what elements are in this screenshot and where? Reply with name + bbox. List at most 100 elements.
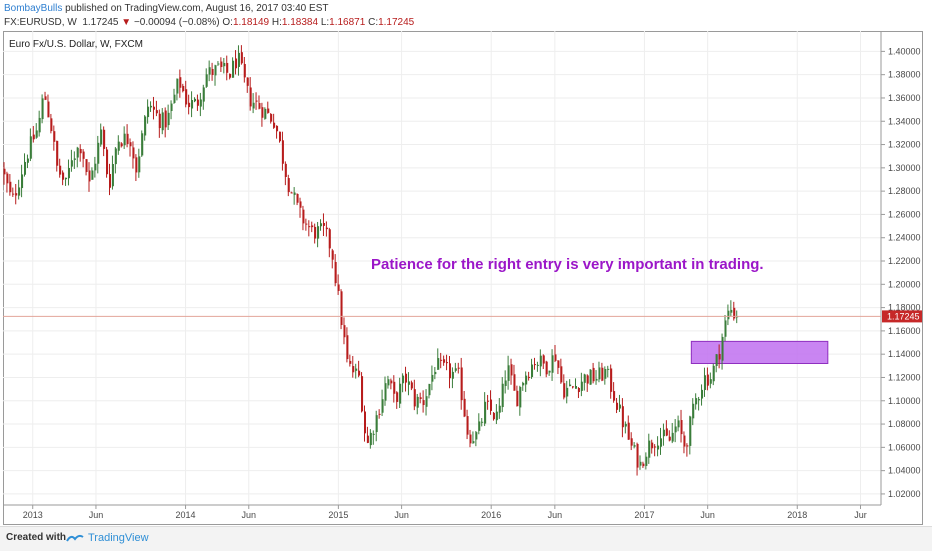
candle-up xyxy=(721,336,724,361)
candle-up xyxy=(525,375,528,385)
candle-up xyxy=(671,432,674,442)
candle-down xyxy=(229,73,232,78)
candle-down xyxy=(718,354,721,360)
candle-up xyxy=(727,310,730,320)
price-chart[interactable]: 1.40000 1.38000 1.36000 1.34000 1.32000 1.300… xyxy=(3,31,923,525)
candle-up xyxy=(76,147,79,158)
candle-up xyxy=(583,374,586,383)
candle-down xyxy=(179,77,182,88)
candle-down xyxy=(211,69,214,76)
candle-up xyxy=(519,386,522,408)
candle-up xyxy=(709,379,712,384)
candle-up xyxy=(18,187,21,196)
candle-down xyxy=(457,367,460,369)
candle-up xyxy=(484,401,487,424)
candle-up xyxy=(161,112,164,131)
candle-down xyxy=(654,446,657,448)
candle-up xyxy=(416,396,419,408)
time-tick-label: Jun xyxy=(548,510,563,520)
candle-down xyxy=(680,420,683,435)
time-tick-label: 2017 xyxy=(634,510,654,520)
time-axis[interactable]: 2013 Jun 2014 Jun 2015 Jun 2016 Jun 2017 Jun 2018 J… xyxy=(3,504,881,520)
candle-up xyxy=(38,117,41,133)
candle-up xyxy=(317,226,320,239)
time-tick-label: Jun xyxy=(89,510,104,520)
candle-down xyxy=(56,140,59,166)
candle-down xyxy=(337,284,340,291)
candle-up xyxy=(73,158,76,160)
candle-down xyxy=(706,374,709,386)
candle-up xyxy=(111,164,114,187)
candle-up xyxy=(402,375,405,384)
candle-up xyxy=(214,65,217,76)
candle-up xyxy=(94,163,97,171)
candle-down xyxy=(572,386,575,388)
candles xyxy=(3,45,739,476)
candle-down xyxy=(88,170,91,182)
candle-up xyxy=(114,148,117,165)
tradingview-brand-link[interactable]: TradingView xyxy=(88,532,149,544)
low-value: 1.16871 xyxy=(329,17,366,28)
candle-down xyxy=(158,113,161,129)
candle-up xyxy=(437,358,440,370)
candle-up xyxy=(176,78,179,94)
candle-up xyxy=(431,374,434,382)
price-tick-label: 1.04000 xyxy=(888,466,921,476)
candle-down xyxy=(366,435,369,443)
price-axis[interactable]: 1.40000 1.38000 1.36000 1.34000 1.32000 1.300… xyxy=(880,31,921,505)
candle-up xyxy=(65,177,68,180)
tradingview-logo-icon xyxy=(66,534,84,542)
candle-down xyxy=(346,335,349,360)
candle-down xyxy=(290,192,293,194)
candle-up xyxy=(205,74,208,87)
candle-down xyxy=(405,373,408,383)
annotation-text[interactable]: Patience for the right entry is very imp… xyxy=(371,256,764,273)
candle-down xyxy=(220,61,223,68)
candle-up xyxy=(692,403,695,419)
candle-up xyxy=(589,369,592,385)
candle-down xyxy=(328,229,331,249)
close-value: 1.17245 xyxy=(378,17,415,28)
footer: Created with TradingView xyxy=(0,526,932,551)
candle-down xyxy=(460,367,463,401)
candle-down xyxy=(487,400,490,402)
author-link[interactable]: BombayBulls xyxy=(4,3,63,14)
candle-down xyxy=(32,134,35,140)
time-tick-label: 2018 xyxy=(787,510,807,520)
open-label: O: xyxy=(222,17,233,28)
candle-up xyxy=(598,367,601,380)
high-value: 1.18384 xyxy=(281,17,319,28)
candle-down xyxy=(563,383,566,398)
candle-down xyxy=(246,77,249,86)
candle-down xyxy=(545,361,548,375)
candle-up xyxy=(674,426,677,433)
candle-down xyxy=(15,193,18,196)
candle-up xyxy=(701,389,704,399)
candle-down xyxy=(601,367,604,381)
candle-down xyxy=(516,390,519,407)
candle-down xyxy=(59,165,62,175)
candle-up xyxy=(575,385,578,389)
last-price-tag-label: 1.17245 xyxy=(887,311,920,321)
candle-up xyxy=(495,411,498,421)
candle-up xyxy=(475,432,478,440)
candle-down xyxy=(492,412,495,420)
candle-up xyxy=(724,320,727,337)
candle-down xyxy=(448,363,451,379)
price-tick-label: 1.24000 xyxy=(888,233,921,243)
candle-down xyxy=(621,406,624,428)
candle-up xyxy=(223,62,226,67)
price-tick-label: 1.38000 xyxy=(888,70,921,80)
candle-down xyxy=(469,434,472,444)
entry-zone-rectangle[interactable] xyxy=(690,340,829,364)
candle-up xyxy=(208,67,211,75)
candle-down xyxy=(630,438,633,446)
candle-down xyxy=(352,366,355,373)
candle-down xyxy=(9,181,12,193)
candle-down xyxy=(50,118,53,132)
candle-up xyxy=(434,371,437,375)
candle-down xyxy=(270,114,273,122)
candle-down xyxy=(577,388,580,393)
candle-down xyxy=(296,193,299,203)
candle-down xyxy=(79,148,82,154)
